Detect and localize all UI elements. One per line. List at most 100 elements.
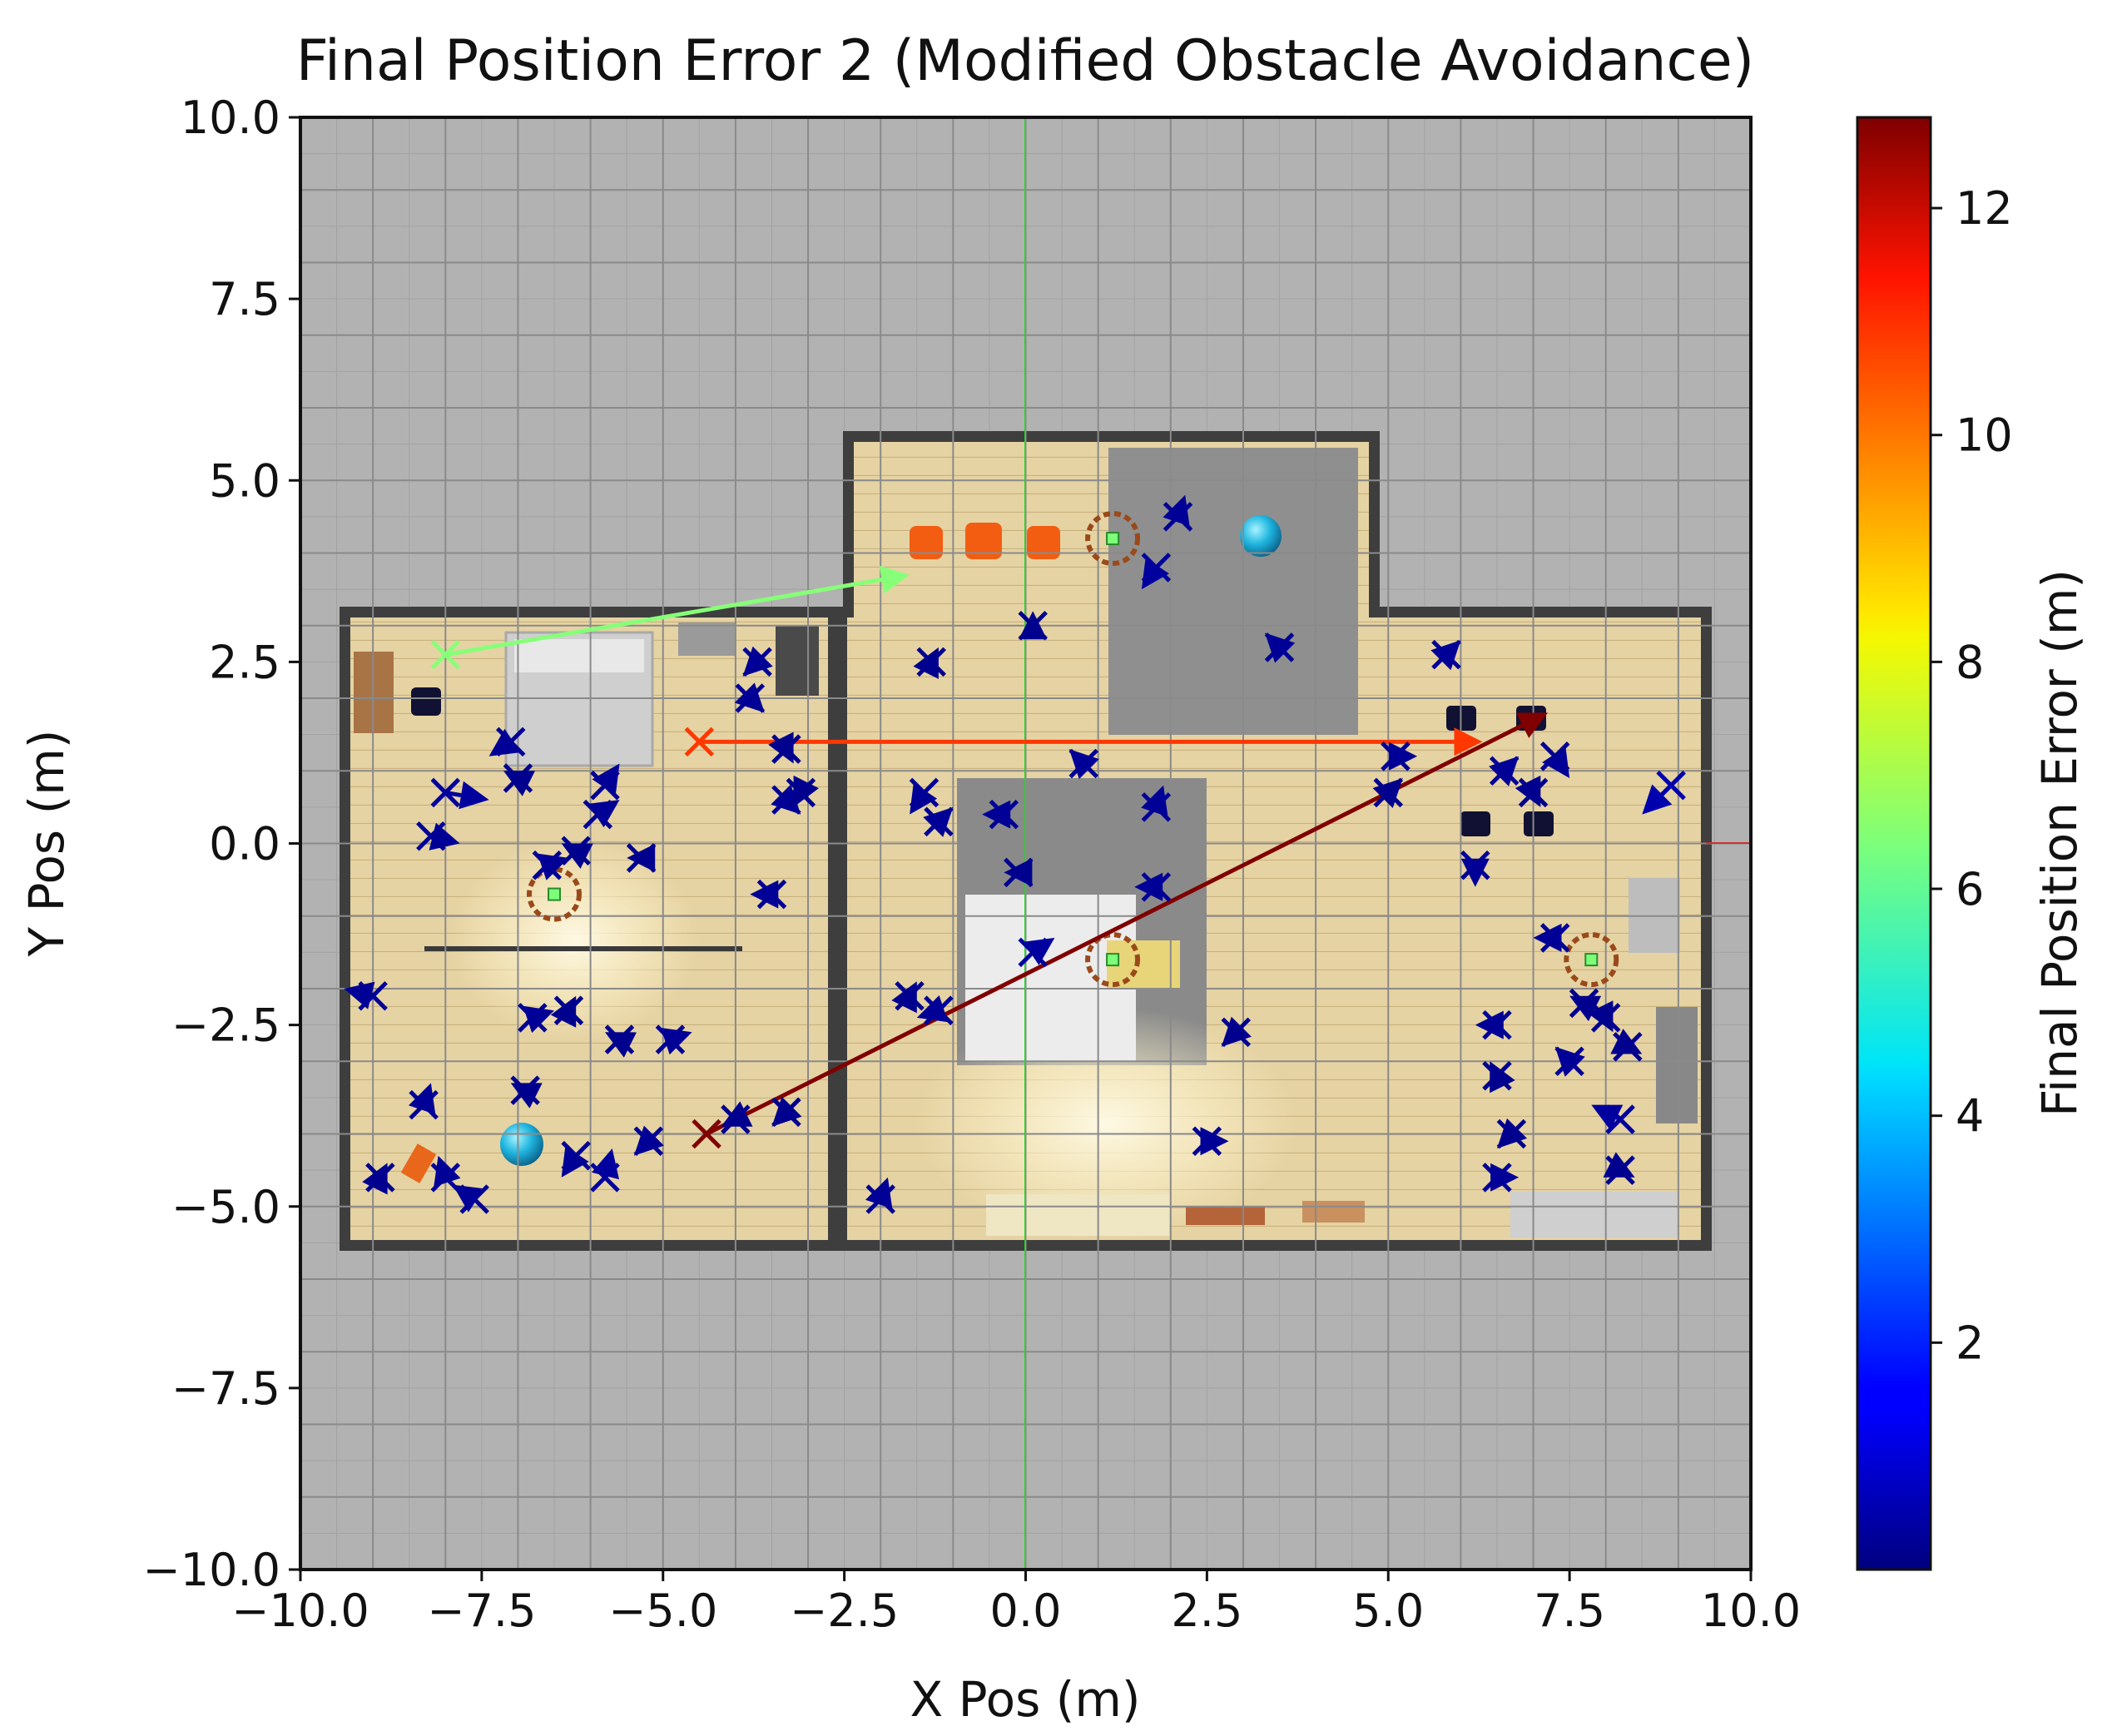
trajectory (1496, 1118, 1527, 1149)
arrow-head (605, 1032, 637, 1058)
arrow-head (750, 880, 779, 909)
arrow-head (910, 782, 938, 815)
bench (986, 1194, 1169, 1236)
trajectory (1539, 742, 1570, 778)
trajectory (1430, 639, 1461, 671)
x-tick-label: 0.0 (990, 1585, 1062, 1637)
trajectory (1475, 1009, 1512, 1040)
trajectory (1068, 748, 1099, 780)
colorbar-label: Final Position Error (m) (2031, 569, 2088, 1117)
black-chair-4 (1524, 811, 1554, 836)
arrow-head (1588, 1000, 1614, 1033)
arrow-head (550, 995, 577, 1028)
trajectory (1603, 1152, 1635, 1185)
target-center (1106, 532, 1120, 546)
arrow-head (768, 732, 794, 764)
colorbar-tick-label: 4 (1956, 1090, 1984, 1143)
trajectory-line (444, 577, 882, 657)
trajectory-line (1615, 1115, 1622, 1122)
pillows (514, 639, 644, 672)
trajectory (362, 1163, 395, 1195)
arrow-head (1019, 611, 1048, 640)
arrow-head (434, 1155, 461, 1188)
arrow-head (459, 781, 489, 810)
trajectory (721, 1101, 753, 1134)
trajectory-line (444, 790, 462, 798)
trajectory (1460, 850, 1490, 887)
arrow-head (1004, 858, 1033, 887)
trajectory (561, 1140, 591, 1178)
arrow-head (771, 784, 801, 815)
trajectory (550, 995, 584, 1028)
trajectory (1381, 742, 1418, 771)
lamp-glow-main (915, 1007, 1298, 1240)
sphere-top (1240, 515, 1282, 557)
arrow-head (1489, 756, 1520, 786)
arrow-head (1475, 1010, 1504, 1039)
sphere-left (500, 1123, 543, 1166)
trajectory (633, 1125, 664, 1156)
trajectory (865, 1177, 895, 1214)
trajectory (1192, 1126, 1229, 1156)
y-tick-label: 7.5 (209, 273, 280, 325)
arrow-head (503, 771, 535, 796)
y-tick-label: 2.5 (209, 636, 280, 688)
arrow-head (734, 682, 765, 713)
trajectory (909, 777, 940, 815)
trajectory (1134, 872, 1172, 902)
arrow-head (865, 1177, 893, 1209)
arrow-head (1389, 742, 1418, 771)
shelf-bar (424, 946, 742, 951)
colorbar-ticks: 2 4 6 8 10 12 (1931, 182, 2013, 1369)
y-tick-label: −10.0 (143, 1544, 280, 1596)
x-tick-label: −7.5 (427, 1585, 536, 1637)
trajectory (1141, 553, 1172, 590)
y-tick-label: −2.5 (171, 999, 280, 1052)
trajectory (913, 647, 946, 679)
target-ring (1564, 932, 1619, 988)
x-tick-label: 7.5 (1534, 1585, 1605, 1637)
trajectory (1141, 785, 1172, 822)
arrow-head (523, 1005, 554, 1034)
arrow-head (1497, 1118, 1527, 1148)
y-tick-label: 5.0 (209, 454, 280, 507)
black-chair-3 (1460, 811, 1490, 836)
trajectory (1515, 775, 1549, 808)
orange-box-left (400, 1143, 437, 1183)
arrow-head (1163, 494, 1190, 527)
trajectory (604, 1024, 637, 1058)
target-markers (527, 511, 1619, 988)
arrow-head (592, 1148, 619, 1180)
tv-stand (1186, 1207, 1265, 1225)
trajectory (1264, 632, 1296, 663)
arrow-head (1068, 749, 1099, 780)
trajectory (684, 727, 1483, 757)
trajectory (488, 727, 526, 757)
arrow-head (1569, 995, 1602, 1022)
arrow-head (1454, 727, 1483, 756)
arrow-head (793, 775, 819, 807)
trajectory (742, 646, 773, 677)
arrow-head (1141, 558, 1169, 590)
trajectory (518, 1003, 554, 1034)
trajectory (1554, 1046, 1585, 1077)
trajectory (344, 980, 388, 1011)
y-tick-label: 10.0 (181, 92, 280, 144)
trajectory (1533, 923, 1570, 953)
axis-ticks: −10.0−10.0 −7.5 −7.5 −5.0 −5.0 −2.5 −2.5 0.0 0.0… (143, 92, 1802, 1637)
trajectory (1642, 770, 1686, 815)
orange-chair-2 (965, 523, 1002, 559)
trajectory (590, 763, 620, 801)
arrow-head (344, 981, 375, 1009)
arrow-head (1372, 778, 1403, 808)
trajectory (590, 1148, 620, 1193)
arrow-head (1610, 1029, 1643, 1054)
x-tick-label: −2.5 (790, 1585, 899, 1637)
trajectory (1372, 777, 1404, 808)
trajectory (923, 806, 954, 837)
trajectory (982, 799, 1019, 830)
target-center (1106, 953, 1120, 967)
arrow-head (561, 843, 593, 869)
y-tick-label: −7.5 (171, 1362, 280, 1415)
